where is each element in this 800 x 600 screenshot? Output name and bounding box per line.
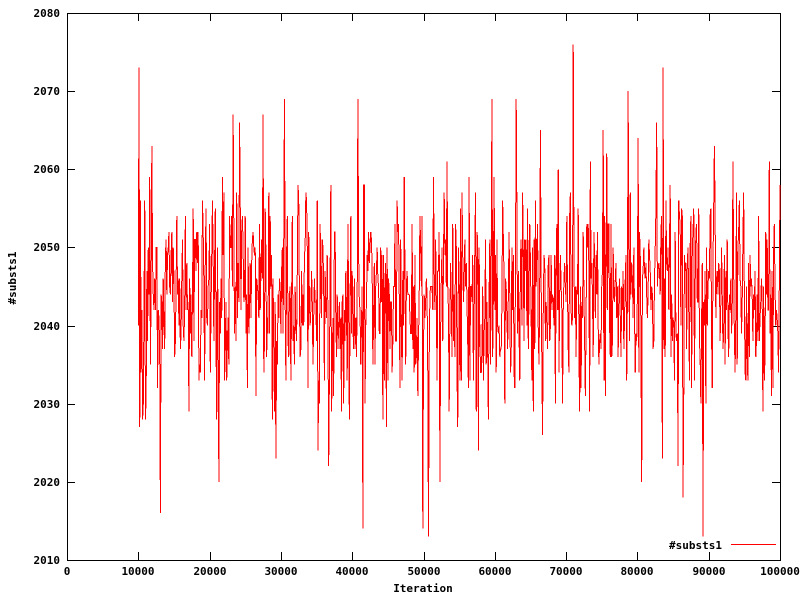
y-tick-label: 2010 [34,554,61,567]
x-tick-label: 0 [64,565,71,578]
plot-area: 0 10000 20000 30000 40000 50000 60000 70000 8000… [34,7,800,578]
y-tick-label: 2070 [34,85,61,98]
x-axis-title: Iteration [393,582,453,595]
series-path-substs1 [137,44,781,537]
y-tick-label: 2080 [34,7,61,20]
y-axis-title: #substs1 [6,251,19,304]
x-tick-label: 10000 [121,565,154,578]
legend-label: #substs1 [669,539,722,552]
x-tick-label: 50000 [407,565,440,578]
plot-border [67,13,781,561]
legend: #substs1 [669,539,776,552]
x-tick-label: 70000 [549,565,582,578]
y-tick-label: 2020 [34,476,61,489]
x-tick-label: 90000 [692,565,725,578]
x-tick-label: 80000 [620,565,653,578]
y-tick-label: 2030 [34,398,61,411]
x-tick-label: 60000 [478,565,511,578]
x-tick-label: 40000 [335,565,368,578]
y-tick-label: 2050 [34,241,61,254]
x-tick-label: 30000 [264,565,297,578]
x-tick-label: 100000 [760,565,800,578]
y-tick-label: 2040 [34,320,61,333]
y-tick-label: 2060 [34,163,61,176]
x-tick-label: 20000 [193,565,226,578]
